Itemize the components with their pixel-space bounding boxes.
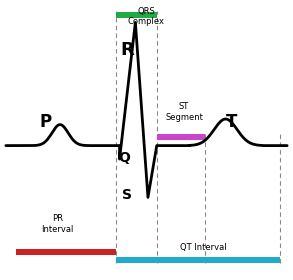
Bar xyxy=(157,134,205,140)
Text: ST
Segment: ST Segment xyxy=(165,102,203,122)
Bar xyxy=(16,249,116,255)
Text: PR
Interval: PR Interval xyxy=(41,214,73,234)
Bar xyxy=(116,12,157,18)
Bar xyxy=(116,257,280,263)
Text: QRS
Complex: QRS Complex xyxy=(128,7,165,26)
Text: S: S xyxy=(122,188,132,202)
Text: T: T xyxy=(226,113,237,131)
Text: Q: Q xyxy=(119,151,130,165)
Text: QT Interval: QT Interval xyxy=(180,243,227,252)
Text: R: R xyxy=(121,41,134,59)
Text: P: P xyxy=(39,113,52,131)
